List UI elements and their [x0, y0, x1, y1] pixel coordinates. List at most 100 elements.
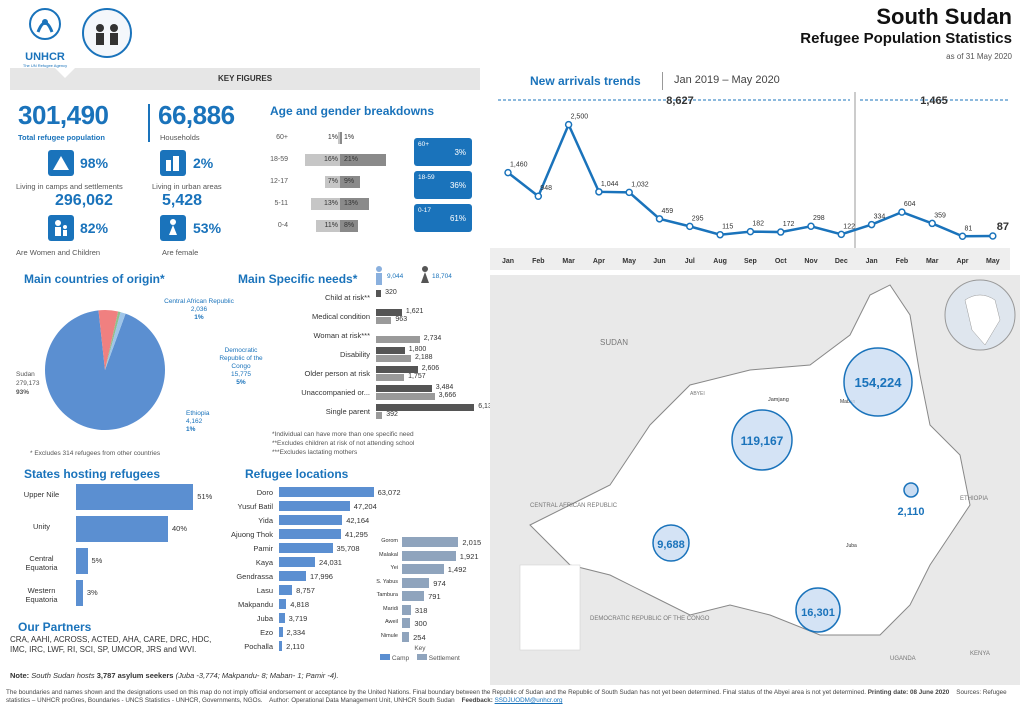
note-text: South Sudan hosts — [31, 671, 95, 680]
settlement-bar — [402, 618, 411, 628]
month-label: May — [622, 258, 636, 265]
map-bubble-jamjang — [731, 409, 793, 471]
trend-label: 2,500 — [571, 114, 589, 121]
male-bar — [304, 154, 340, 166]
map-legend — [519, 564, 581, 651]
note-prefix: Note: — [10, 671, 30, 680]
need-female-val: 3,666 — [438, 392, 457, 399]
age-label: 18-59 — [270, 156, 288, 163]
sources: Sources: Refugee statistics – UNHCR proG… — [6, 689, 1007, 704]
age-label: 12-17 — [270, 178, 288, 185]
need-label: Disability — [339, 350, 370, 359]
trend-label: 295 — [692, 215, 704, 222]
month-label: Aug — [713, 258, 727, 265]
state-label: Unity — [32, 522, 51, 531]
map-label-jamjang: Jamjang — [768, 397, 789, 403]
total-2019: 8,627 — [666, 95, 694, 107]
state-pct: 3% — [86, 588, 98, 597]
eth-name: Ethiopia — [186, 410, 210, 417]
origin-label-eth: Ethiopia 4,162 1% — [186, 410, 226, 434]
need-label: Older person at risk — [304, 369, 370, 378]
month-label: Jan — [866, 258, 878, 265]
trend-label: 115 — [722, 224, 733, 231]
map-value-pochalla: 2,110 — [898, 506, 925, 518]
settlement-label: Maridi — [383, 605, 398, 612]
camp-key: Camp — [391, 655, 410, 662]
male-bar — [337, 132, 340, 144]
need-female-val: 1,757 — [408, 373, 426, 380]
settlement-bar — [402, 577, 430, 588]
trend-point — [989, 232, 997, 240]
settlement-key: Settlement — [428, 655, 460, 662]
need-female-bar — [376, 412, 383, 419]
origin-label-drc: Democratic Republic of the Congo 15,775 5% — [212, 347, 270, 387]
month-label: May — [986, 258, 1000, 265]
pie-slice — [105, 312, 126, 370]
need-male-bar — [376, 404, 475, 411]
needs-male-total: 9,044 — [387, 273, 404, 280]
camp-val: 35,708 — [336, 544, 360, 553]
drc-pct: 5% — [236, 379, 246, 386]
map-label-sudan: SUDAN — [600, 338, 628, 347]
wc-pct: 82% — [80, 220, 109, 236]
settlement-bar — [402, 550, 456, 561]
male-bar — [315, 220, 340, 232]
settlement-label: Yei — [390, 565, 398, 571]
urban-icon — [160, 150, 186, 176]
trend-label: 1,044 — [601, 181, 619, 188]
pie-slice — [105, 311, 121, 370]
trend-point — [807, 222, 815, 230]
settlement-label: Aweil — [384, 619, 398, 625]
trend-point — [928, 219, 936, 228]
female-icon — [160, 215, 186, 241]
trends-chart: 8,627 1,465 1,460 Jan 948 Feb 2,500 Mar 1,044 Apr… — [490, 90, 1010, 270]
drc-value: 15,775 — [231, 371, 251, 378]
trend-point — [595, 188, 603, 196]
key-figures-arrow — [55, 68, 75, 78]
male-pct: 7% — [327, 178, 338, 185]
age-total-pct: 61% — [449, 214, 466, 223]
needs-notes: *Individual can have more than one speci… — [272, 430, 414, 457]
age-total-box: 18-59 36% — [414, 171, 472, 199]
locations-key: Key Camp Settlement — [380, 645, 460, 662]
camp-bar — [279, 501, 350, 511]
state-pct: 5% — [91, 556, 103, 565]
state-pct: 40% — [172, 524, 188, 533]
month-label: Feb — [532, 258, 544, 265]
origin-title: Main countries of origin* — [24, 272, 165, 286]
need-label: Single parent — [325, 407, 370, 416]
camp-val: 2,334 — [286, 628, 306, 637]
unhcr-logo: UNHCR The UN Refugee Agency — [20, 6, 70, 68]
camps-label: Living in camps and settlements — [16, 182, 123, 191]
settlement-val: 318 — [414, 605, 428, 615]
map-value-kajo: 16,301 — [801, 607, 835, 619]
women-children-icon — [48, 215, 74, 241]
trend-point — [716, 230, 724, 239]
households-label: Households — [160, 133, 200, 142]
need-male-val: 1,621 — [405, 308, 424, 315]
trend-point — [534, 192, 543, 200]
age-total-pct: 3% — [454, 148, 466, 157]
map-bubble-ezo — [652, 524, 690, 562]
trend-label: 334 — [874, 214, 886, 221]
month-label: Oct — [775, 258, 787, 265]
need-female-bar — [376, 374, 405, 381]
month-label: Feb — [896, 258, 908, 265]
feedback-link[interactable]: SSDJUODM@unhcr.org — [494, 697, 563, 704]
tent-icon — [48, 150, 74, 176]
age-total-pct: 36% — [449, 181, 466, 190]
age-label: 60+ — [276, 134, 288, 141]
female-needs-icon — [420, 266, 430, 291]
settlement-val: 2,015 — [462, 538, 482, 547]
camp-label: Doro — [256, 488, 273, 497]
settlement-swatch — [416, 654, 427, 660]
trend-point — [776, 228, 785, 236]
trend-point — [958, 232, 967, 241]
total-2020: 1,465 — [920, 95, 948, 107]
people-icon — [96, 24, 118, 45]
trend-point — [867, 220, 876, 229]
origin-pie — [20, 290, 270, 450]
month-label: Jan — [502, 258, 514, 265]
settlement-val: 1,921 — [459, 551, 479, 561]
camp-val: 63,072 — [377, 488, 401, 497]
